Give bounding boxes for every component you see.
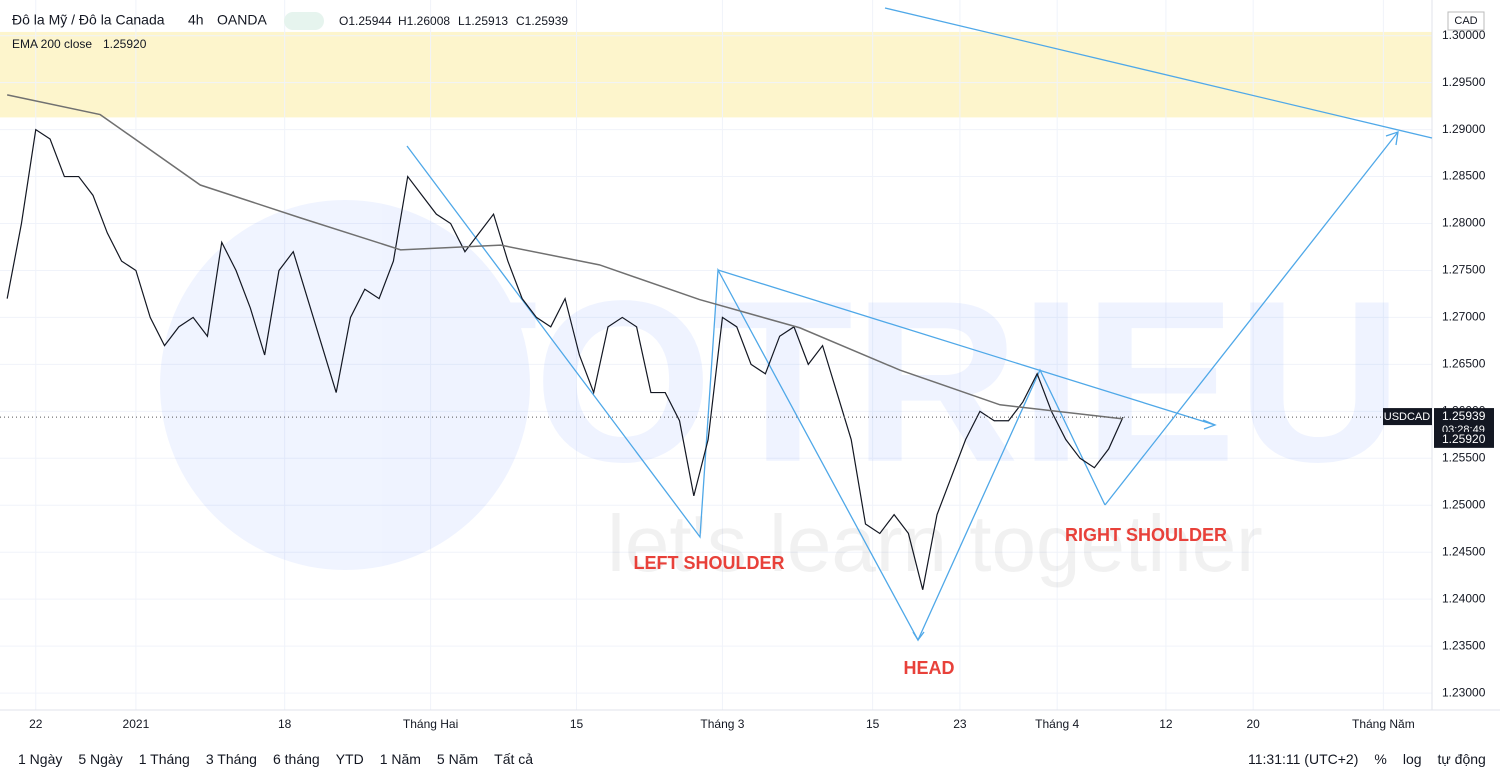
x-tick-label: 20 [1246,717,1260,731]
y-tick-label: 1.23500 [1442,638,1486,652]
currency-box[interactable] [1447,11,1485,31]
neckline [717,269,1216,426]
y-tick-label: 1.25500 [1442,450,1486,464]
ohlc: C1.25939 [516,14,568,28]
watermark-text: let's learn together [607,499,1263,588]
watermark: TOTRIEU let's learn together [160,200,1403,588]
zone [0,31,1432,118]
y-tick-label: 1.23000 [1442,685,1486,699]
x-tick-label: 22 [29,717,43,731]
y-tick-label: 1.24500 [1442,544,1486,558]
badge [1383,408,1432,426]
toolbar: 1 Ngày 5 Ngày 1 Tháng 3 Tháng 6 tháng YTD 1 Nă… [10,740,541,778]
toolbar-right: 11:31:11 (UTC+2) % log tự động [1240,740,1494,778]
badge-text: USDCAD [1384,411,1431,423]
x-tick-label: 2021 [123,717,150,731]
option[interactable]: % [1374,751,1387,767]
header: Đô la Mỹ / Đô la Canada 4h OANDA O1.2594… [12,11,1485,51]
drawings [406,7,1433,642]
range-button[interactable]: Tất cả [494,751,534,767]
range-button[interactable]: 1 Năm [379,751,421,767]
y-tick-label: 1.28000 [1442,216,1486,230]
annotation: HEAD [903,658,954,678]
interval: 4h [188,12,204,28]
symbol: Đô la Mỹ / Đô la Canada [12,12,165,28]
option[interactable]: log [1402,751,1422,767]
ohlc: O1.25944 [339,14,392,28]
y-tick-label: 1.29000 [1442,122,1486,136]
range-button[interactable]: 5 Năm [436,751,479,767]
ohlc: L1.25913 [458,14,508,28]
pattern-line [406,145,1106,642]
annotation: LEFT SHOULDER [634,553,785,573]
x-tick-label: 15 [866,717,880,731]
currency: CAD [1454,15,1477,27]
series-line [6,128,1124,590]
y-tick-label: 1.26500 [1442,357,1486,371]
arrow-head [1202,419,1217,430]
status-pill[interactable] [284,12,324,30]
ohlc: H1.26008 [398,14,450,28]
range-button[interactable]: 1 Ngày [18,751,63,767]
badge [1434,431,1494,448]
x-tick-label: Tháng 3 [700,717,744,731]
y-tick-label: 1.29500 [1442,75,1486,89]
x-tick-label: Tháng Hai [403,717,458,731]
badge-text: 1.25920 [1442,432,1486,446]
option[interactable]: tự động [1437,751,1486,767]
x-tick-label: 15 [570,717,584,731]
range-button[interactable]: 3 Tháng [205,751,257,767]
x-tick-label: 18 [278,717,292,731]
plot-area [0,0,1432,710]
series-line [6,94,1124,420]
range-button[interactable]: 6 tháng [272,751,320,767]
target-arrow [1104,131,1399,506]
range-button[interactable]: 1 Tháng [138,751,190,767]
chart: TOTRIEU let's learn together LEFT SHOULD… [0,0,1500,731]
legend-entry: EMA 200 close [12,37,92,51]
y-tick-label: 1.25000 [1442,497,1486,511]
annotation: RIGHT SHOULDER [1065,525,1227,545]
y-tick-label: 1.24000 [1442,591,1486,605]
y-tick-label: 1.27000 [1442,310,1486,324]
y-tick-label: 1.28500 [1442,169,1486,183]
x-tick-label: 12 [1159,717,1173,731]
y-tick-label: 1.30000 [1442,28,1486,42]
annotations: LEFT SHOULDER HEAD RIGHT SHOULDER [634,525,1228,678]
x-tick-label: Tháng Năm [1352,717,1415,731]
source: OANDA [217,12,267,28]
y-tick-label: 1.27500 [1442,263,1486,277]
legend-value: 1.25920 [103,37,147,51]
arrow-head [1385,131,1399,146]
x-tick-label: Tháng 4 [1035,717,1079,731]
clock: 11:31:11 (UTC+2) [1248,751,1359,767]
watermark-text: TOTRIEU [397,253,1402,510]
arrow-head [912,631,925,642]
range-button[interactable]: YTD [335,751,364,767]
badge-text: 1.25939 [1442,409,1486,423]
range-button[interactable]: 5 Ngày [78,751,123,767]
trend-line [884,7,1433,139]
x-tick-label: 23 [953,717,967,731]
